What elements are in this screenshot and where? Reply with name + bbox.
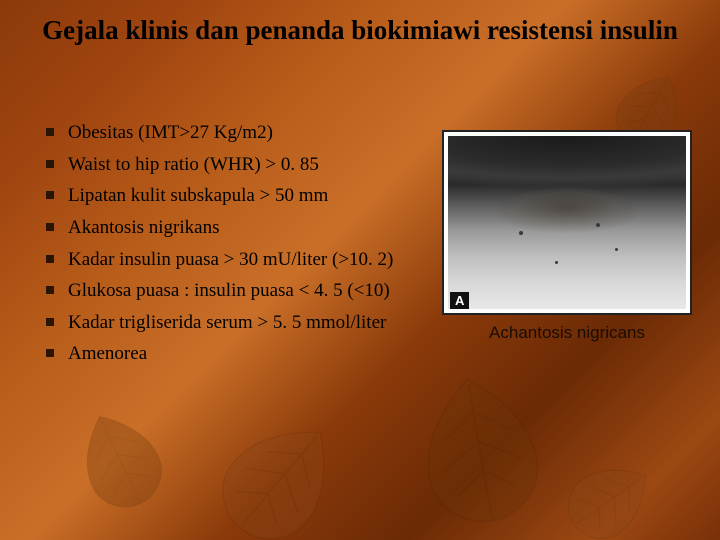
bullet-item: Kadar insulin puasa > 30 mU/liter (>10. … — [40, 247, 420, 273]
bullet-item: Waist to hip ratio (WHR) > 0. 85 — [40, 152, 420, 178]
bullet-list: Obesitas (IMT>27 Kg/m2) Waist to hip rati… — [40, 120, 420, 367]
figure-caption: Achantosis nigricans — [442, 323, 692, 343]
bullet-item: Amenorea — [40, 341, 420, 367]
figure-photo: A — [442, 130, 692, 315]
slide-title: Gejala klinis dan penanda biokimiawi res… — [28, 14, 692, 48]
bullet-item: Obesitas (IMT>27 Kg/m2) — [40, 120, 420, 146]
figure-corner-label: A — [450, 292, 469, 309]
bullet-item: Lipatan kulit subskapula > 50 mm — [40, 183, 420, 209]
leaf-icon — [188, 388, 371, 540]
bullet-item: Kadar trigliserida serum > 5. 5 mmol/lit… — [40, 310, 420, 336]
bullet-item: Glukosa puasa : insulin puasa < 4. 5 (<1… — [40, 278, 420, 304]
figure: A Achantosis nigricans — [442, 130, 692, 343]
bullet-item: Akantosis nigrikans — [40, 215, 420, 241]
leaf-icon — [393, 363, 567, 537]
photo-placeholder — [448, 136, 686, 309]
leaf-icon — [547, 437, 672, 540]
bullet-area: Obesitas (IMT>27 Kg/m2) Waist to hip rati… — [40, 120, 420, 373]
leaf-icon — [54, 394, 187, 527]
slide: Gejala klinis dan penanda biokimiawi res… — [0, 0, 720, 540]
